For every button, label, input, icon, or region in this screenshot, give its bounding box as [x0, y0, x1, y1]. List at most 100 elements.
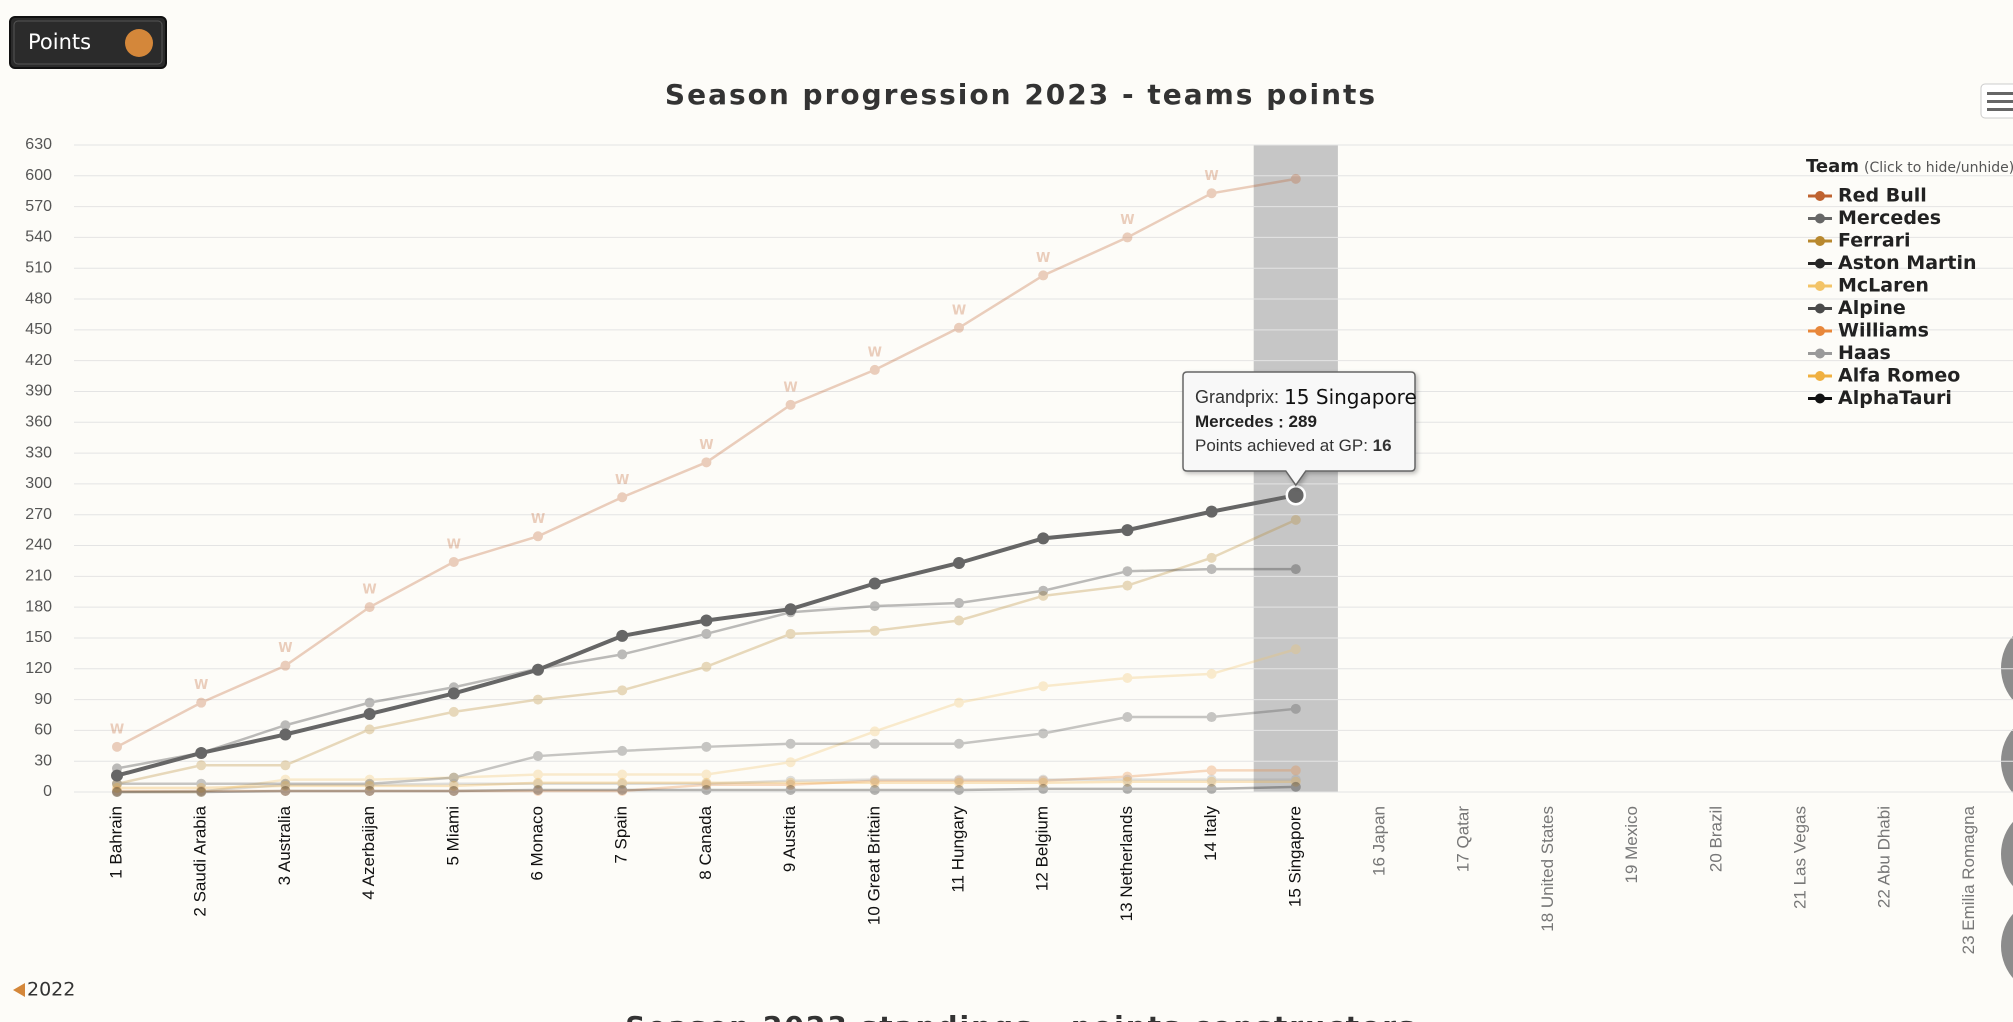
data-point [785, 779, 796, 790]
data-point [785, 757, 796, 768]
data-point [280, 780, 291, 791]
tooltip-line: Points achieved at GP: 16 [1195, 436, 1392, 455]
data-point [1206, 188, 1217, 199]
series-line [116, 778, 1296, 794]
legend-label[interactable]: AlphaTauri [1838, 387, 1952, 409]
data-point [1038, 774, 1049, 785]
prev-season-link[interactable]: 2022 [13, 979, 75, 1001]
data-point [954, 777, 964, 788]
y-tick-label: 60 [34, 722, 52, 739]
data-point [1206, 783, 1217, 794]
side-button[interactable] [2001, 805, 2013, 903]
data-point [280, 720, 291, 731]
data-point [1290, 564, 1301, 575]
series [112, 514, 1301, 789]
legend-marker [1815, 326, 1825, 336]
data-point [701, 457, 712, 468]
data-point [701, 779, 712, 790]
legend-item[interactable]: Ferrari [1808, 230, 1911, 252]
series-line [117, 648, 1297, 794]
points-toggle[interactable]: Points [9, 16, 167, 69]
series [111, 484, 1307, 782]
legend-label[interactable]: McLaren [1838, 275, 1929, 297]
x-tick-label: 15 Singapore [1285, 806, 1304, 907]
side-button[interactable] [2001, 897, 2013, 995]
legend-item[interactable]: Alpine [1808, 297, 1906, 319]
data-point [954, 615, 964, 626]
menu-button[interactable] [1980, 83, 2013, 119]
legend-label[interactable]: Ferrari [1838, 230, 1911, 252]
data-point [785, 777, 796, 788]
legend-label[interactable]: Red Bull [1838, 185, 1927, 207]
y-tick-label: 480 [25, 290, 52, 307]
series-line [116, 518, 1297, 786]
data-point [1206, 552, 1217, 563]
toggle-label[interactable]: Points [28, 30, 91, 54]
data-point [1122, 783, 1133, 794]
legend-item[interactable]: Haas [1808, 342, 1891, 364]
data-point [1038, 585, 1049, 596]
legend-item[interactable]: AlphaTauri [1808, 387, 1952, 409]
legend-title: Team [1806, 156, 1859, 177]
legend-item[interactable]: Williams [1808, 320, 1929, 342]
data-point [954, 738, 964, 749]
y-tick-label: 570 [25, 198, 52, 215]
legend-label[interactable]: Mercedes [1838, 207, 1941, 229]
toggle-knob[interactable] [125, 29, 153, 57]
x-tick-label: 23 Emilia Romagna [1959, 805, 1978, 954]
legend-marker [1815, 371, 1825, 381]
data-point [701, 628, 712, 639]
data-point [448, 772, 459, 783]
legend-item[interactable]: Red Bull [1808, 185, 1927, 207]
legend-item[interactable]: Mercedes [1808, 207, 1941, 229]
y-tick-label: 630 [25, 136, 52, 153]
legend-label[interactable]: Haas [1838, 342, 1891, 364]
x-tick-label: 9 Austria [780, 805, 799, 872]
tooltip-category: 15 Singapore [1284, 385, 1417, 409]
data-point [279, 728, 292, 741]
data-point [280, 774, 291, 785]
x-tick-label: 4 Azerbaijan [359, 806, 378, 900]
prev-season[interactable]: 2022 [27, 979, 75, 1001]
data-point [280, 760, 291, 771]
chart-title: Season progression 2023 - teams points [665, 78, 1377, 111]
tooltip-label: Points achieved at GP: [1195, 436, 1368, 455]
legend-label[interactable]: Alpine [1838, 297, 1906, 319]
legend-item[interactable]: McLaren [1808, 275, 1929, 297]
legend-item[interactable]: Aston Martin [1808, 252, 1977, 274]
toggle-box[interactable] [9, 16, 167, 69]
data-point [196, 785, 207, 796]
series [112, 774, 1301, 797]
data-point [447, 687, 460, 700]
data-point [1206, 712, 1217, 723]
data-point [617, 785, 628, 796]
point-label: W [868, 345, 882, 360]
x-tick-label: 6 Monaco [527, 806, 546, 881]
data-point [196, 787, 207, 797]
data-point [533, 751, 543, 762]
point-label: W [952, 303, 966, 318]
data-point [532, 663, 544, 676]
data-point [533, 694, 543, 705]
data-point [1206, 668, 1217, 679]
legend-label[interactable]: Alfa Romeo [1838, 365, 1960, 387]
data-point [869, 726, 880, 737]
data-point [448, 785, 459, 796]
data-point [196, 787, 207, 797]
side-buttons [2001, 619, 2013, 995]
menu-bar [1987, 92, 2013, 95]
legend-label[interactable]: Aston Martin [1838, 252, 1977, 274]
y-tick-label: 450 [25, 321, 52, 338]
prev-arrow[interactable] [13, 983, 25, 997]
x-tick-label: 13 Netherlands [1117, 806, 1136, 921]
x-tick-label: 5 Miami [443, 806, 462, 866]
side-button[interactable] [2001, 619, 2013, 717]
data-point [1290, 765, 1301, 776]
data-point [869, 775, 880, 786]
series-line [117, 780, 1296, 790]
y-tick-label: 180 [25, 598, 52, 615]
data-point [954, 322, 964, 333]
legend-item[interactable]: Alfa Romeo [1808, 365, 1960, 387]
legend-label[interactable]: Williams [1838, 320, 1929, 342]
data-point [1038, 728, 1049, 739]
